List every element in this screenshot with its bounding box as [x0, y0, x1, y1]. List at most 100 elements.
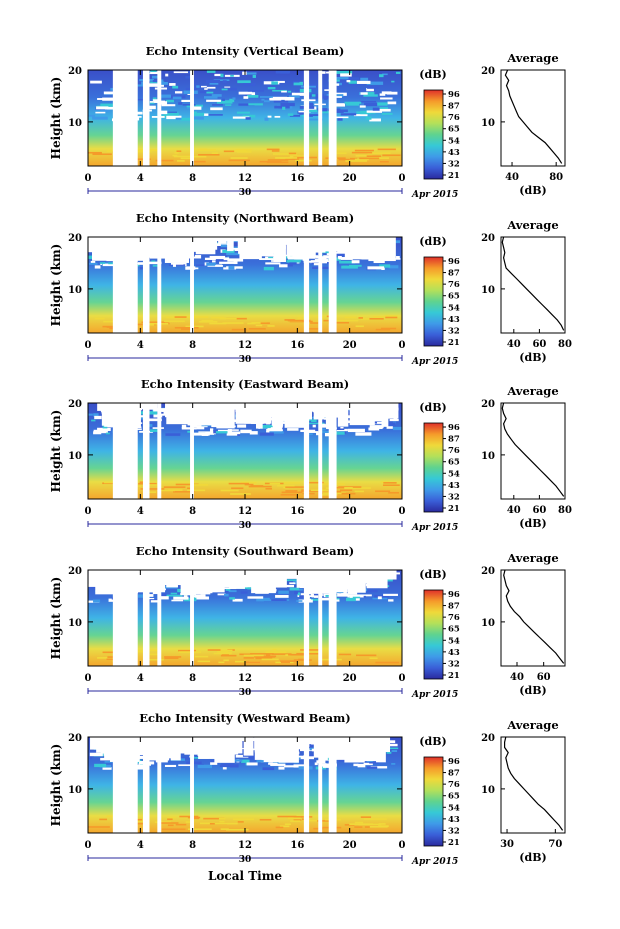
scatter-cell: [345, 102, 360, 106]
intensity-streak: [178, 651, 202, 653]
intensity-streak: [221, 654, 230, 656]
intensity-streak: [363, 818, 387, 820]
profile-frame: [500, 736, 566, 834]
intensity-streak: [383, 482, 397, 484]
scatter-cell: [210, 762, 218, 765]
intensity-streak: [385, 316, 398, 319]
x-tick-label: 8: [189, 506, 196, 517]
intensity-streak: [273, 153, 297, 155]
intensity-streak: [280, 493, 297, 496]
scatter-cell: [379, 107, 389, 110]
scatter-cell: [160, 596, 169, 600]
scatter-cell: [366, 766, 378, 769]
scatter-cell: [216, 100, 233, 104]
intensity-streak: [214, 822, 238, 825]
scatter-cell: [355, 598, 360, 601]
missing-data-cell: [97, 403, 114, 411]
scatter-cell: [364, 92, 375, 96]
intensity-streak: [358, 317, 363, 319]
intensity-streak: [194, 655, 209, 658]
intensity-streak: [355, 155, 360, 157]
scatter-cell: [307, 422, 325, 425]
intensity-streak: [259, 818, 272, 821]
scatter-cell: [311, 261, 319, 265]
scatter-cell: [289, 587, 300, 591]
x-tick-label: 4: [137, 173, 144, 184]
x-tick-label: 4: [137, 506, 144, 517]
scatter-cell: [206, 91, 214, 94]
scatter-cell: [377, 596, 382, 600]
scatter-cell: [311, 419, 317, 422]
intensity-streak: [239, 653, 253, 656]
colorbar-tick-label: 76: [448, 113, 460, 123]
scatter-cell: [230, 74, 234, 77]
scatter-cell: [363, 762, 373, 766]
scatter-cell: [102, 767, 112, 770]
data-gap: [318, 737, 323, 833]
scatter-cell: [103, 427, 111, 432]
missing-data-cell: [307, 570, 326, 584]
scatter-cell: [294, 590, 298, 595]
panel-title: Echo Intensity (Eastward Beam): [141, 377, 349, 391]
scatter-cell: [97, 427, 107, 431]
intensity-streak: [338, 653, 352, 656]
intensity-streak: [154, 821, 172, 823]
intensity-streak: [375, 328, 391, 331]
scatter-cell: [338, 759, 350, 762]
colorbar-tick-label: 54: [448, 469, 460, 479]
intensity-streak: [167, 824, 174, 827]
scatter-cell: [291, 92, 308, 96]
scatter-cell: [165, 433, 181, 436]
scatter-cell: [370, 766, 388, 769]
scatter-cell: [206, 262, 216, 266]
scatter-cell: [201, 433, 209, 436]
profile-title: Average: [506, 51, 558, 65]
scatter-cell: [288, 95, 300, 98]
intensity-streak: [293, 819, 302, 821]
profile-x-tick-label: 40: [507, 505, 521, 516]
scatter-cell: [172, 264, 176, 267]
missing-data-cell: [253, 570, 282, 575]
profile-frame: [500, 402, 566, 500]
scatter-cell: [379, 93, 386, 96]
scatter-cell: [175, 117, 182, 120]
intensity-streak: [255, 657, 273, 660]
intensity-streak: [344, 316, 357, 319]
intensity-streak: [271, 150, 280, 152]
profile-x-tick-label: 80: [558, 339, 572, 350]
x-tick-label: 12: [238, 173, 252, 184]
scatter-cell: [306, 416, 320, 419]
scatter-cell: [230, 764, 239, 768]
scatter-cell: [108, 262, 116, 265]
scatter-cell: [187, 430, 192, 433]
intensity-streak: [176, 160, 185, 162]
scatter-cell: [293, 81, 303, 86]
scatter-cell: [104, 106, 114, 110]
intensity-streak: [176, 150, 182, 153]
scatter-cell: [172, 96, 182, 100]
date-label: 30: [239, 521, 252, 531]
data-gap: [190, 70, 194, 166]
x-tick-label: 0: [399, 173, 406, 184]
scatter-cell: [152, 79, 159, 83]
intensity-streak: [167, 816, 177, 819]
missing-data-cell: [222, 570, 240, 586]
missing-data-cell: [239, 570, 254, 588]
scatter-cell: [388, 265, 399, 269]
colorbar-tick-label: 65: [448, 792, 460, 802]
y-tick-label: 20: [68, 733, 82, 744]
missing-data-cell: [168, 403, 193, 423]
scatter-cell: [324, 433, 332, 437]
intensity-streak: [147, 649, 161, 651]
beam-panel: Echo Intensity (Eastward Beam) 10 20 Height…: [49, 377, 572, 533]
scatter-cell: [386, 426, 393, 429]
scatter-cell: [311, 94, 316, 97]
profile-line: [503, 569, 565, 664]
missing-data-cell: [255, 403, 263, 429]
intensity-streak: [297, 317, 303, 319]
data-gap: [112, 237, 138, 333]
colorbar-tick-label: 76: [448, 780, 460, 790]
scatter-cell: [208, 114, 223, 116]
intensity-streak: [191, 155, 207, 158]
